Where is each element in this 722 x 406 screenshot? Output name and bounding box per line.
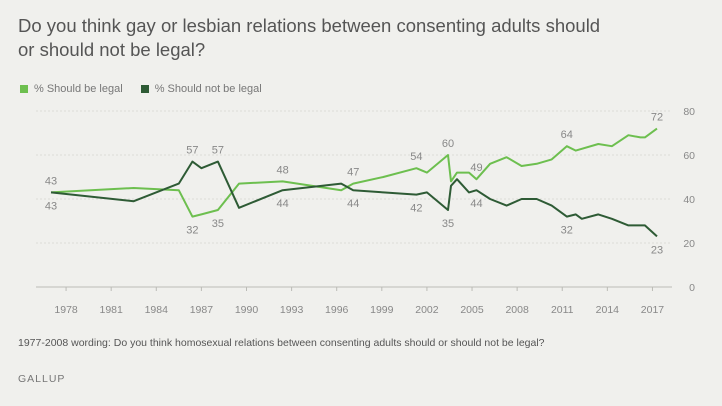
x-tick-label: 2008 [505,304,529,316]
data-label: 72 [651,112,663,124]
data-label: 49 [470,162,482,174]
data-label: 43 [45,200,57,212]
x-tick-label: 1996 [325,304,349,316]
data-label: 44 [470,198,482,210]
source-label: GALLUP [18,373,66,385]
x-tick-label: 2017 [641,304,665,316]
data-label: 43 [45,175,57,187]
y-tick-label: 60 [683,150,695,162]
data-label: 64 [561,129,573,141]
x-tick-label: 1993 [280,304,304,316]
data-label: 32 [561,225,573,237]
data-label: 23 [651,244,663,256]
x-tick-label: 1984 [145,304,169,316]
legend-swatch-legal [20,85,28,93]
series-line-legal [50,127,658,218]
data-label: 48 [276,164,288,176]
data-label: 54 [410,151,422,163]
data-label: 44 [347,198,359,210]
x-tick-label: 2005 [460,304,484,316]
data-label: 60 [442,138,454,150]
data-label: 32 [186,225,198,237]
y-tick-label: 20 [683,238,695,250]
legend-item-legal: % Should be legal [20,83,123,95]
series-line-not-legal [50,160,658,238]
x-tick-label: 2014 [596,304,620,316]
x-tick-label: 1981 [99,304,123,316]
legend-item-not-legal: % Should not be legal [140,83,262,95]
data-label: 47 [347,167,359,179]
x-tick-label: 1990 [235,304,259,316]
legend-swatch-not-legal [140,85,149,93]
data-label: 35 [212,218,224,230]
chart-title: Do you think gay or lesbian relations be… [18,15,601,60]
footnote: 1977-2008 wording: Do you think homosexu… [18,337,545,349]
x-tick-label: 2002 [415,304,439,316]
y-tick-label: 80 [683,106,695,118]
data-label: 57 [212,145,224,157]
data-label: 35 [442,218,454,230]
legend: % Should be legal % Should not be legal [20,83,262,95]
x-tick-label: 1999 [370,304,394,316]
x-tick-label: 1978 [54,304,78,316]
x-tick-label: 1987 [190,304,214,316]
legend-label-legal: % Should be legal [34,83,123,95]
data-label: 57 [186,145,198,157]
y-tick-label: 0 [689,282,695,294]
y-tick-label: 40 [683,194,695,206]
legend-label-not-legal: % Should not be legal [154,83,262,95]
x-tick-label: 2011 [551,304,574,316]
data-label: 44 [276,198,288,210]
data-label: 42 [410,203,422,215]
